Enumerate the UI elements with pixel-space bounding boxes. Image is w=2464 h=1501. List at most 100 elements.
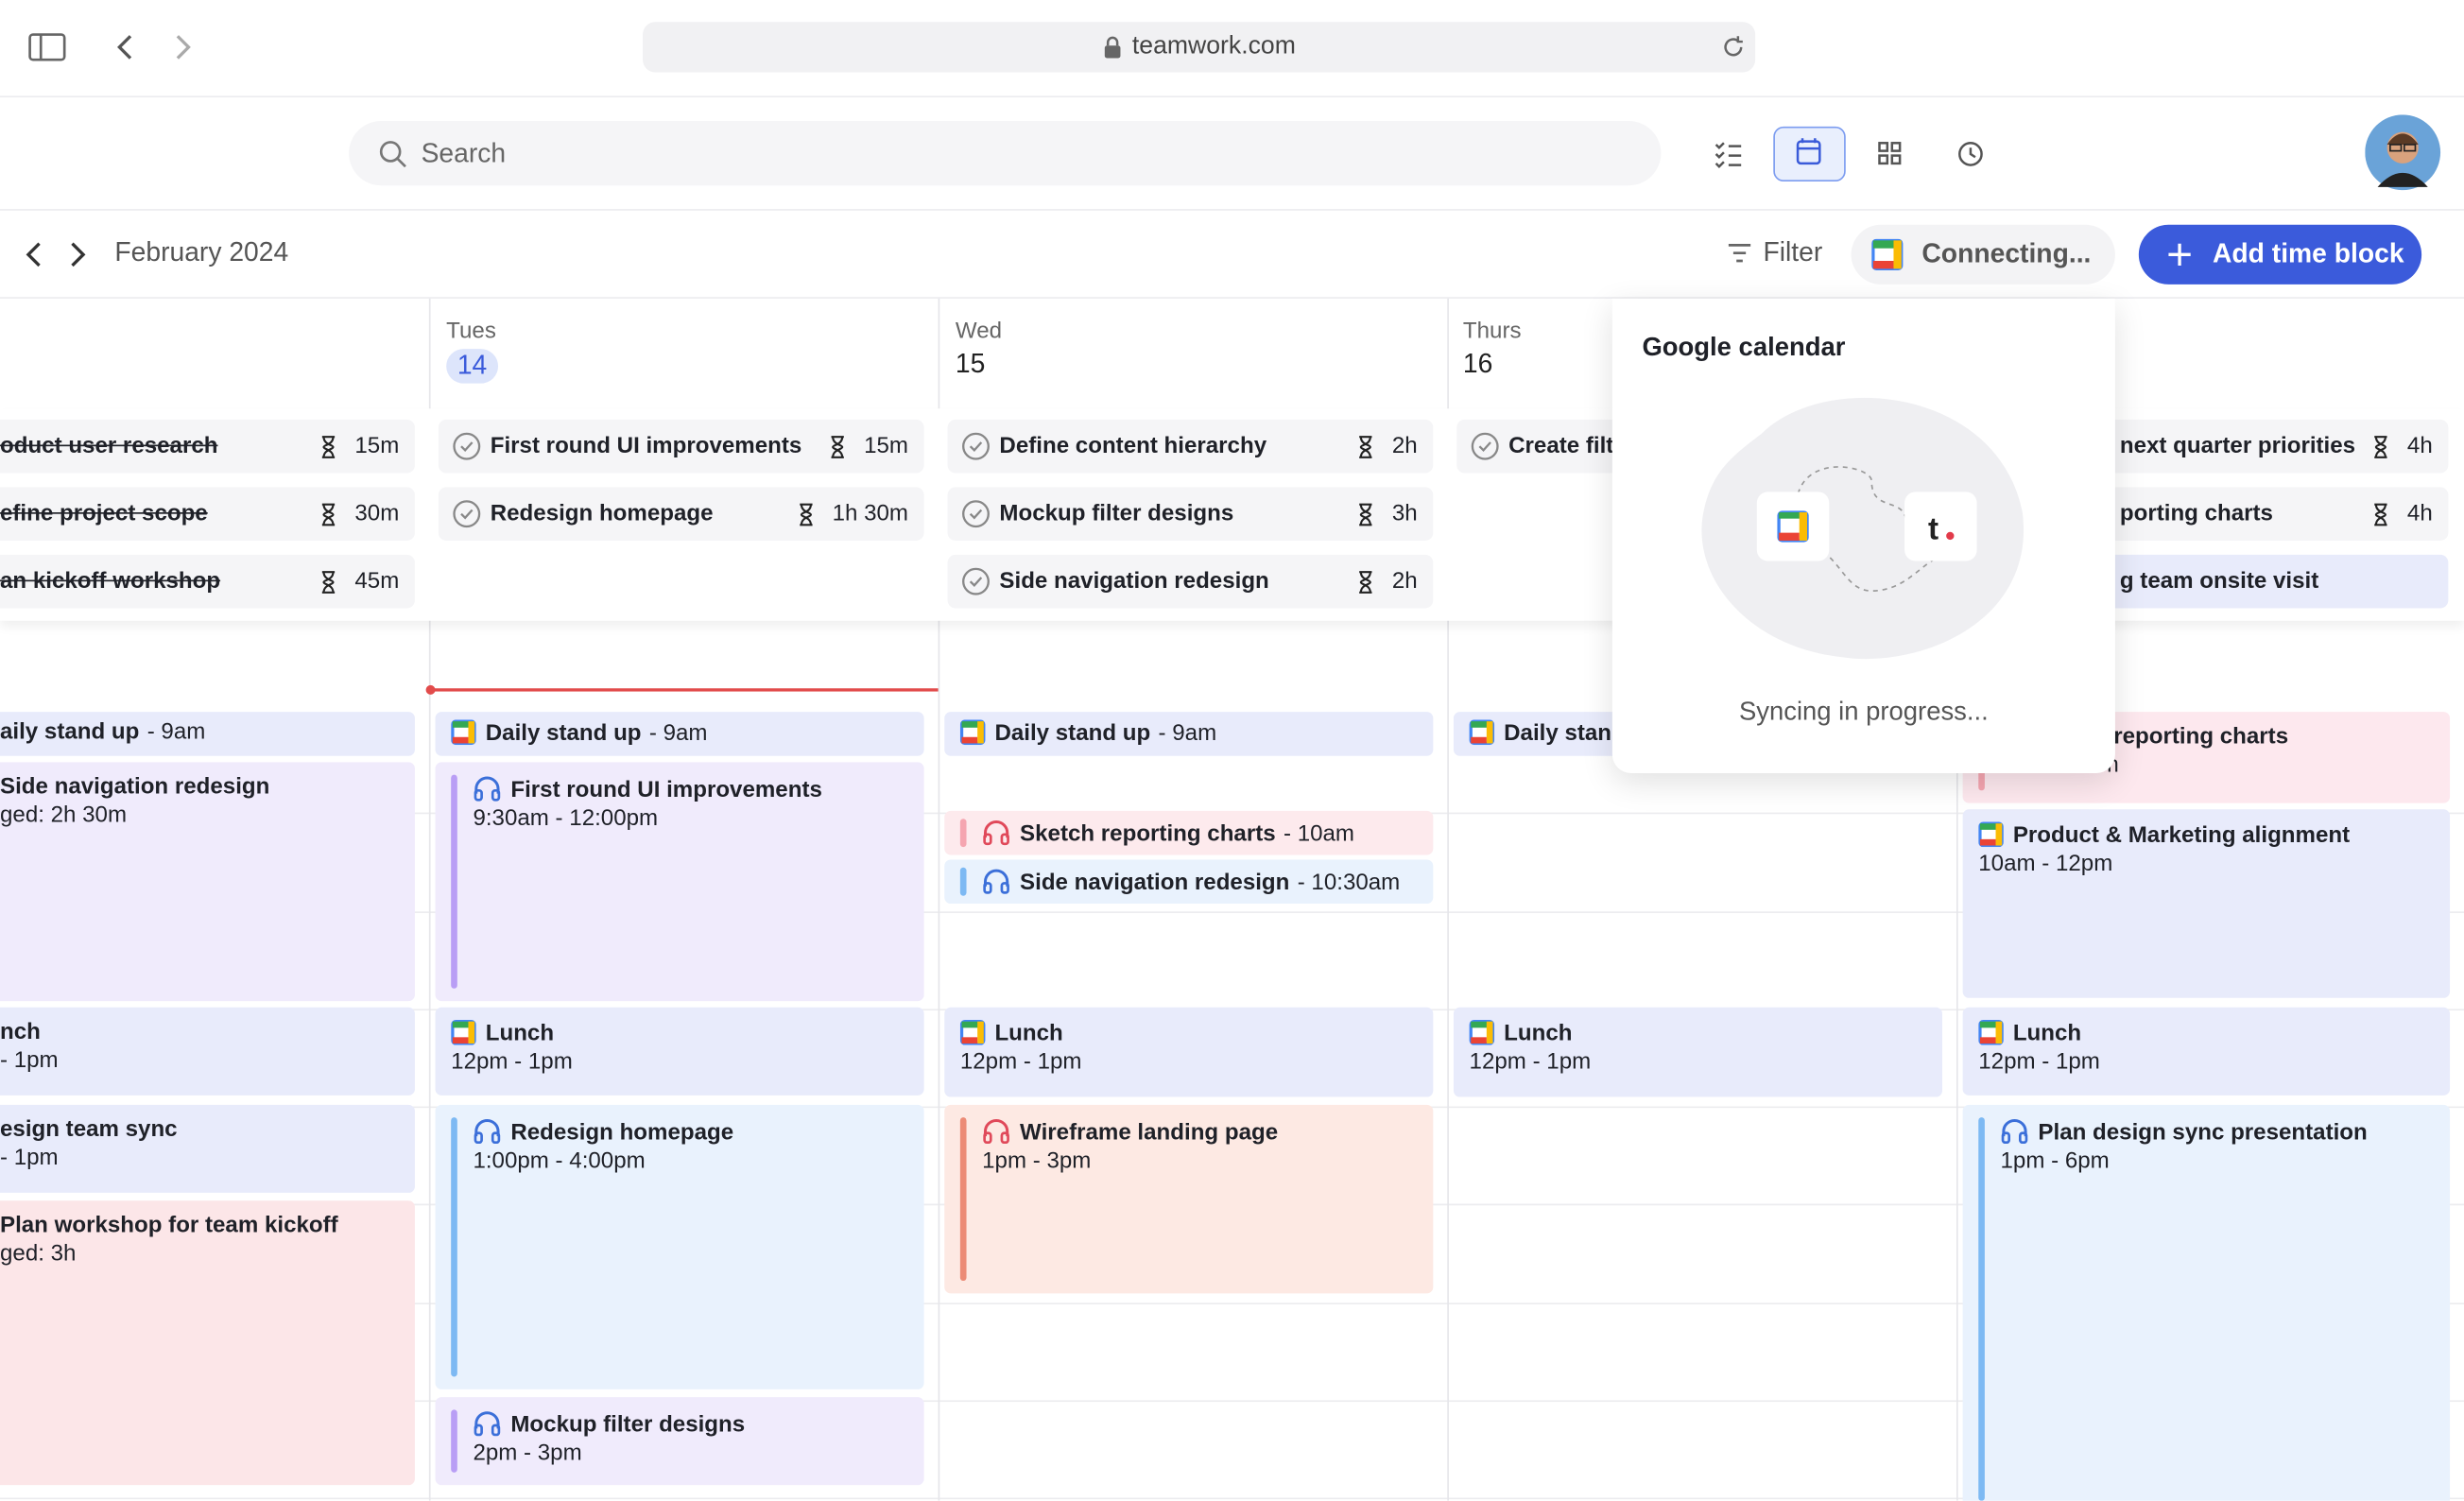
event[interactable]: Lunch 12pm - 1pm: [944, 1007, 1434, 1097]
event[interactable]: Daily stand up - 9am: [435, 712, 924, 756]
event-title-row: Lunch: [1469, 1020, 1927, 1046]
task-card[interactable]: Side navigation redesign 2h: [947, 554, 1434, 609]
calendar-icon: [1469, 719, 1495, 746]
event-title: Side navigation redesign: [1020, 871, 1290, 896]
week-nav[interactable]: [19, 239, 97, 270]
event-title: nch: [0, 1020, 41, 1045]
event-time: - 10:30am: [1297, 871, 1401, 896]
connecting-label: Connecting...: [1921, 238, 2092, 269]
event[interactable]: Plan design sync presentation 1pm - 6pm: [1962, 1104, 2451, 1501]
popup-title: Google calendar: [1642, 333, 1846, 362]
task-title: Mockup filter designs: [999, 501, 1234, 526]
column-divider: [938, 298, 940, 1501]
sync-status: Syncing in progress...: [1738, 698, 1989, 727]
event-title-row: Plan workshop for team kickoff: [0, 1214, 399, 1239]
event[interactable]: Lunch 12pm - 1pm: [435, 1007, 924, 1096]
event-title-row: Mockup filter designs: [451, 1409, 908, 1438]
task-card[interactable]: Define content hierarchy 2h: [947, 419, 1434, 474]
event-title: Daily stand up: [994, 721, 1151, 747]
current-time-line: [428, 688, 939, 692]
event[interactable]: Mockup filter designs 2pm - 3pm: [435, 1397, 924, 1486]
duration-label: 4h: [2406, 501, 2433, 526]
calendar-icon: [451, 719, 476, 746]
event-time: 1:00pm - 4:00pm: [473, 1148, 646, 1174]
event-title: Product & Marketing alignment: [2012, 823, 2351, 849]
task-duration: 2h: [1357, 569, 1418, 594]
task-card[interactable]: Redesign homepage 1h 30m: [438, 487, 924, 541]
event[interactable]: Lunch 12pm - 1pm: [1453, 1007, 1943, 1097]
event[interactable]: esign team sync - 1pm: [0, 1104, 415, 1193]
task-card[interactable]: an kickoff workshop 45m: [0, 554, 415, 609]
event[interactable]: Redesign homepage 1:00pm - 4:00pm: [435, 1104, 924, 1389]
history-nav[interactable]: [110, 31, 204, 62]
event-accent: [1978, 1117, 1985, 1501]
check-icon: [962, 567, 990, 595]
event-accent: [451, 1117, 457, 1377]
event-time: - 9am: [648, 721, 708, 747]
task-card[interactable]: Mockup filter designs 3h: [947, 487, 1434, 541]
check-icon: [1471, 432, 1499, 460]
check-icon: [962, 500, 990, 528]
event[interactable]: nch - 1pm: [0, 1007, 415, 1096]
hourglass-icon: [321, 435, 335, 458]
filter-button[interactable]: Filter: [1727, 237, 1822, 268]
task-title: next quarter priorities: [2119, 433, 2356, 459]
task-title: an kickoff workshop: [0, 568, 221, 595]
event-title: Wireframe landing page: [1020, 1120, 1279, 1147]
event[interactable]: First round UI improvements 9:30am - 12:0…: [435, 762, 924, 1002]
filter-label: Filter: [1763, 237, 1823, 267]
duration-label: 15m: [864, 433, 909, 459]
hour-line: [0, 1497, 2464, 1500]
hourglass-icon: [321, 570, 335, 594]
search-icon: [379, 140, 406, 167]
headphones-icon: [474, 1411, 501, 1437]
hour-line: [0, 911, 2464, 913]
event-title-row: Side navigation redesign - 10:30am: [960, 868, 1418, 896]
event[interactable]: Daily stand up - 9am: [944, 712, 1434, 756]
hourglass-icon: [831, 435, 844, 458]
event[interactable]: Side navigation redesign - 10:30am: [944, 859, 1434, 905]
sidebar-toggle[interactable]: [28, 31, 66, 62]
task-title: Create filt: [1508, 433, 1614, 459]
event-title-row: Lunch: [959, 1020, 1418, 1046]
task-title: Define content hierarchy: [999, 433, 1267, 459]
event-title: Redesign homepage: [510, 1120, 734, 1147]
current-time-dot: [425, 684, 436, 695]
url-bar[interactable]: teamwork.com: [643, 22, 1756, 73]
task-card[interactable]: efine project scope 30m: [0, 487, 415, 541]
day-date: 15: [955, 349, 986, 379]
event-title: esign team sync: [0, 1117, 178, 1143]
event[interactable]: Lunch 12pm - 1pm: [1962, 1007, 2451, 1096]
event[interactable]: Wireframe landing page 1pm - 3pm: [944, 1104, 1434, 1294]
event[interactable]: Plan workshop for team kickoff ged: 3h: [0, 1200, 415, 1486]
svg-text:t: t: [1928, 511, 1938, 546]
column-divider: [428, 298, 431, 1501]
event-time: 1pm - 6pm: [2000, 1148, 2110, 1174]
duration-label: 3h: [1391, 501, 1418, 526]
event[interactable]: Sketch reporting charts - 10am: [944, 810, 1434, 855]
task-card[interactable]: oduct user research 15m: [0, 419, 415, 474]
event-accent: [959, 1117, 967, 1282]
event[interactable]: Product & Marketing alignment 10am - 12pm: [1962, 809, 2451, 998]
search-box[interactable]: Search: [349, 121, 1662, 186]
headphones-icon: [983, 869, 1009, 894]
event[interactable]: Side navigation redesign ged: 2h 30m: [0, 762, 415, 1002]
task-card[interactable]: First round UI improvements 15m: [438, 419, 924, 474]
hour-line: [0, 1303, 2464, 1304]
connecting-button[interactable]: Connecting...: [1851, 224, 2115, 285]
headphones-red-icon: [983, 820, 1009, 846]
calendar-icon: [959, 1020, 986, 1045]
task-title: oduct user research: [0, 433, 218, 459]
task-duration: 30m: [320, 501, 399, 526]
view-switcher[interactable]: [1710, 126, 1992, 182]
day-name: Tues: [446, 319, 496, 345]
event-time: 10am - 12pm: [1978, 852, 2113, 877]
event[interactable]: aily stand up - 9am: [0, 712, 415, 756]
add-time-block-label: Add time block: [2212, 238, 2404, 269]
reload[interactable]: [1721, 35, 1747, 60]
check-icon: [453, 432, 481, 460]
add-time-block-button[interactable]: Add time block: [2138, 224, 2422, 285]
avatar[interactable]: [2365, 114, 2443, 193]
